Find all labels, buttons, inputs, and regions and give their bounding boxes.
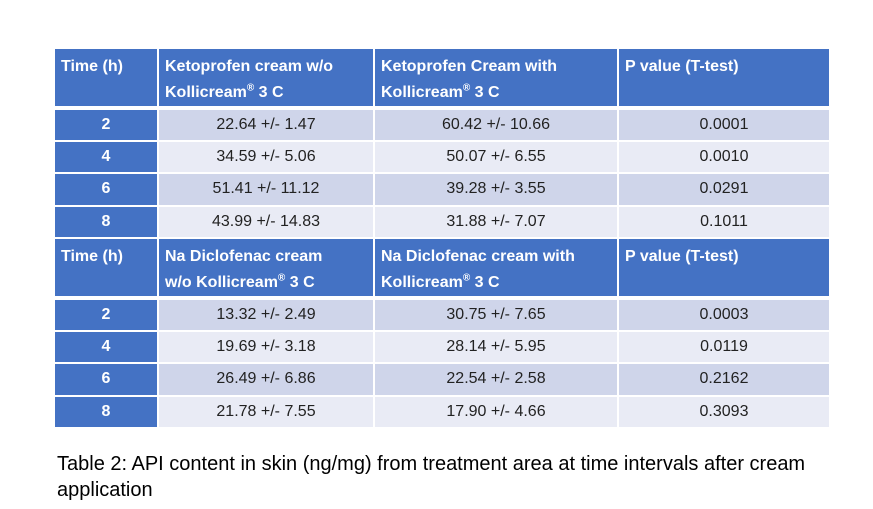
p-value-cell: 0.0003 [617,297,831,332]
results-table: Time (h) Ketoprofen cream w/o Kollicream® … [53,47,831,429]
registered-mark: ® [462,82,471,94]
header-label-suffix: 3 C [254,84,284,101]
time-cell: 4 [53,329,159,364]
p-value-cell: 0.2162 [617,362,831,397]
value-cell: 21.78 +/- 7.55 [157,394,375,429]
table-row: 8 21.78 +/- 7.55 17.90 +/- 4.66 0.3093 [53,394,831,429]
value-cell: 17.90 +/- 4.66 [373,394,619,429]
value-cell: 30.75 +/- 7.65 [373,297,619,332]
value-cell: 60.42 +/- 10.66 [373,107,619,142]
header-label: Na Diclofenac cream [165,248,323,265]
value-cell: 34.59 +/- 5.06 [157,139,375,174]
value-cell: 31.88 +/- 7.07 [373,204,619,239]
header-row-2: Time (h) Na Diclofenac cream w/o Kollicrea… [53,237,831,300]
header-label-line2: Kollicream [165,84,247,101]
header-cell: Na Diclofenac cream w/o Kollicream® 3 C [157,237,375,300]
header-cell: Time (h) [53,237,159,300]
table-row: 2 22.64 +/- 1.47 60.42 +/- 10.66 0.0001 [53,107,831,142]
results-table-container: Time (h) Ketoprofen cream w/o Kollicream® … [53,47,831,429]
time-cell: 4 [53,139,159,174]
header-label: Na Diclofenac cream with [381,248,575,265]
header-label-line2: Kollicream [381,84,463,101]
time-cell: 6 [53,172,159,207]
p-value-cell: 0.0001 [617,107,831,142]
value-cell: 13.32 +/- 2.49 [157,297,375,332]
header-label: Time (h) [61,248,123,265]
p-value-cell: 0.0291 [617,172,831,207]
p-value-cell: 0.0119 [617,329,831,364]
table-caption: Table 2: API content in skin (ng/mg) fro… [57,453,806,501]
table-row: 8 43.99 +/- 14.83 31.88 +/- 7.07 0.1011 [53,204,831,239]
value-cell: 39.28 +/- 3.55 [373,172,619,207]
value-cell: 50.07 +/- 6.55 [373,139,619,174]
header-cell: P value (T-test) [617,47,831,110]
time-cell: 2 [53,107,159,142]
header-label-suffix: 3 C [470,84,500,101]
value-cell: 43.99 +/- 14.83 [157,204,375,239]
header-label: P value (T-test) [625,58,739,75]
table-row: 6 26.49 +/- 6.86 22.54 +/- 2.58 0.2162 [53,362,831,397]
p-value-cell: 0.0010 [617,139,831,174]
value-cell: 26.49 +/- 6.86 [157,362,375,397]
value-cell: 19.69 +/- 3.18 [157,329,375,364]
time-cell: 8 [53,204,159,239]
value-cell: 22.54 +/- 2.58 [373,362,619,397]
table-row: 6 51.41 +/- 11.12 39.28 +/- 3.55 0.0291 [53,172,831,207]
header-row-1: Time (h) Ketoprofen cream w/o Kollicream® … [53,47,831,110]
header-label-line2: Kollicream [381,274,463,291]
p-value-cell: 0.3093 [617,394,831,429]
header-cell: Na Diclofenac cream with Kollicream® 3 C [373,237,619,300]
registered-mark: ® [277,272,286,284]
header-cell: Time (h) [53,47,159,110]
registered-mark: ® [462,272,471,284]
header-cell: Ketoprofen cream w/o Kollicream® 3 C [157,47,375,110]
header-label-line2: w/o Kollicream [165,274,278,291]
header-label: Ketoprofen cream w/o [165,58,334,75]
header-label-suffix: 3 C [470,274,500,291]
table-row: 4 19.69 +/- 3.18 28.14 +/- 5.95 0.0119 [53,329,831,364]
registered-mark: ® [246,82,255,94]
header-label-suffix: 3 C [285,274,315,291]
p-value-cell: 0.1011 [617,204,831,239]
table-row: 2 13.32 +/- 2.49 30.75 +/- 7.65 0.0003 [53,297,831,332]
header-label: Ketoprofen Cream with [381,58,558,75]
value-cell: 51.41 +/- 11.12 [157,172,375,207]
time-cell: 8 [53,394,159,429]
header-label: Time (h) [61,58,123,75]
header-cell: P value (T-test) [617,237,831,300]
header-cell: Ketoprofen Cream with Kollicream® 3 C [373,47,619,110]
value-cell: 28.14 +/- 5.95 [373,329,619,364]
time-cell: 2 [53,297,159,332]
value-cell: 22.64 +/- 1.47 [157,107,375,142]
table-row: 4 34.59 +/- 5.06 50.07 +/- 6.55 0.0010 [53,139,831,174]
time-cell: 6 [53,362,159,397]
header-label: P value (T-test) [625,248,739,265]
